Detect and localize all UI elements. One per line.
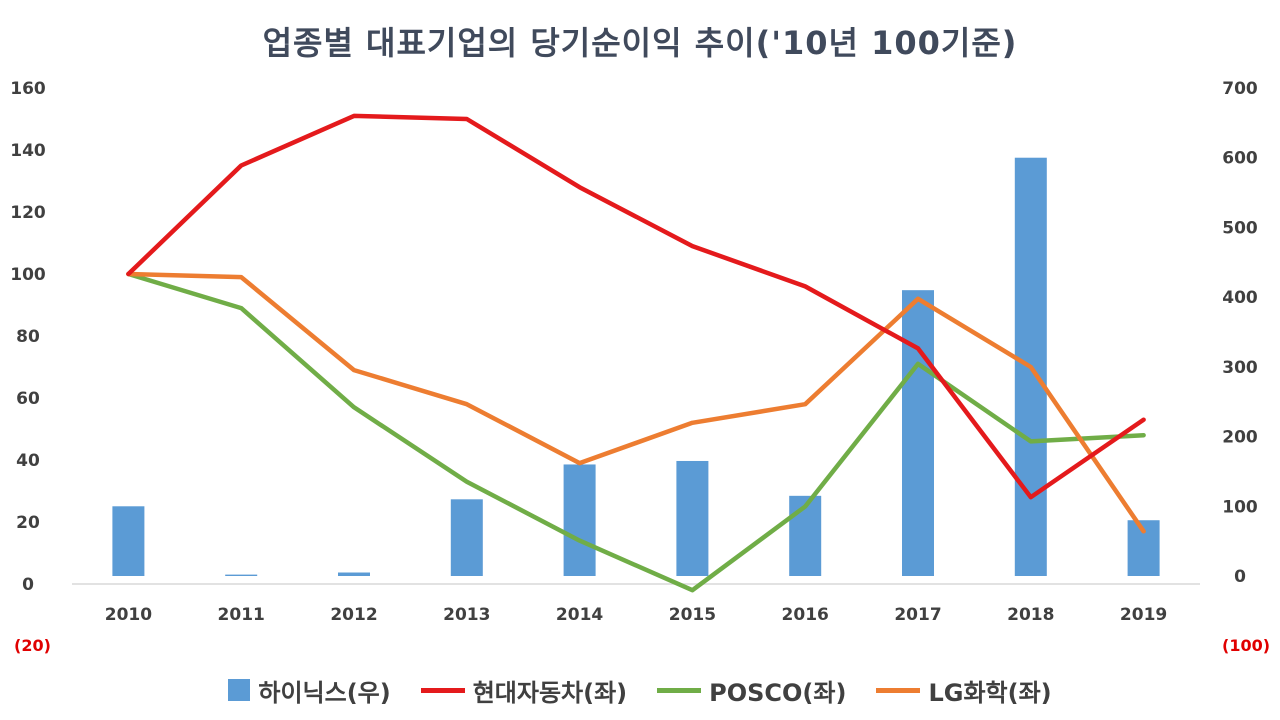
left-tick-label: 80: [16, 327, 40, 347]
bar-hynix: [450, 499, 483, 576]
right-axis-min-label: (100): [1222, 636, 1271, 655]
left-tick-label: 120: [10, 203, 46, 223]
right-tick-label: 100: [1222, 497, 1258, 517]
left-tick-label: 60: [16, 389, 40, 409]
x-tick-label: 2015: [669, 605, 716, 625]
legend-swatch-hyundai: [420, 687, 465, 693]
x-tick-label: 2019: [1120, 605, 1167, 625]
legend-swatch-hynix: [228, 679, 251, 701]
chart-legend: 하이닉스(우) 현대자동차(좌) POSCO(좌) LG화학(좌): [0, 672, 1280, 708]
left-tick-label: 160: [10, 79, 46, 99]
bar-hynix: [902, 290, 934, 576]
legend-label-hynix: 하이닉스(우): [258, 678, 391, 707]
series-line-posco: [126, 271, 1146, 593]
x-tick-label: 2017: [894, 605, 941, 625]
bar-hynix: [112, 506, 145, 576]
x-tick-label: 2018: [1007, 605, 1054, 625]
left-tick-label: 100: [10, 265, 46, 285]
right-tick-label: 600: [1222, 149, 1258, 169]
x-tick-label: 2014: [556, 605, 603, 625]
bar-hynix: [563, 464, 596, 576]
right-tick-label: 500: [1222, 218, 1258, 238]
left-tick-label: 0: [22, 575, 34, 595]
x-tick-label: 2010: [105, 605, 152, 625]
x-tick-label: 2013: [443, 605, 490, 625]
chart-title: 업종별 대표기업의 당기순이익 추이('10년 100기준): [262, 24, 1018, 62]
left-tick-label: 20: [16, 513, 40, 533]
legend-item-hynix: 하이닉스(우): [228, 673, 391, 708]
legend-label-lgchem: LG화학(좌): [928, 678, 1052, 707]
series-line-hyundai: [126, 113, 1146, 500]
legend-swatch-posco: [657, 687, 702, 693]
bar-hynix: [676, 460, 709, 576]
x-tick-label: 2011: [218, 605, 265, 625]
right-tick-label: 700: [1222, 79, 1258, 99]
legend-item-lgchem: LG화학(좌): [876, 673, 1052, 708]
x-tick-label: 2012: [330, 605, 377, 625]
bar-hynix: [338, 572, 370, 576]
legend-item-hyundai: 현대자동차(좌): [420, 673, 628, 708]
x-tick-label: 2016: [782, 605, 829, 625]
left-tick-label: 140: [10, 141, 46, 161]
legend-label-posco: POSCO(좌): [709, 678, 847, 707]
left-tick-label: 40: [16, 451, 40, 471]
legend-label-hyundai: 현대자동차(좌): [472, 678, 628, 707]
right-tick-label: 300: [1222, 358, 1258, 378]
right-tick-label: 0: [1234, 567, 1246, 587]
legend-swatch-lgchem: [876, 687, 921, 693]
left-axis-min-label: (20): [14, 636, 51, 655]
series-line-lgchem: [126, 271, 1146, 534]
right-tick-label: 200: [1222, 428, 1258, 448]
bar-hynix: [225, 574, 258, 576]
legend-item-posco: POSCO(좌): [657, 673, 846, 708]
right-tick-label: 400: [1222, 288, 1258, 308]
